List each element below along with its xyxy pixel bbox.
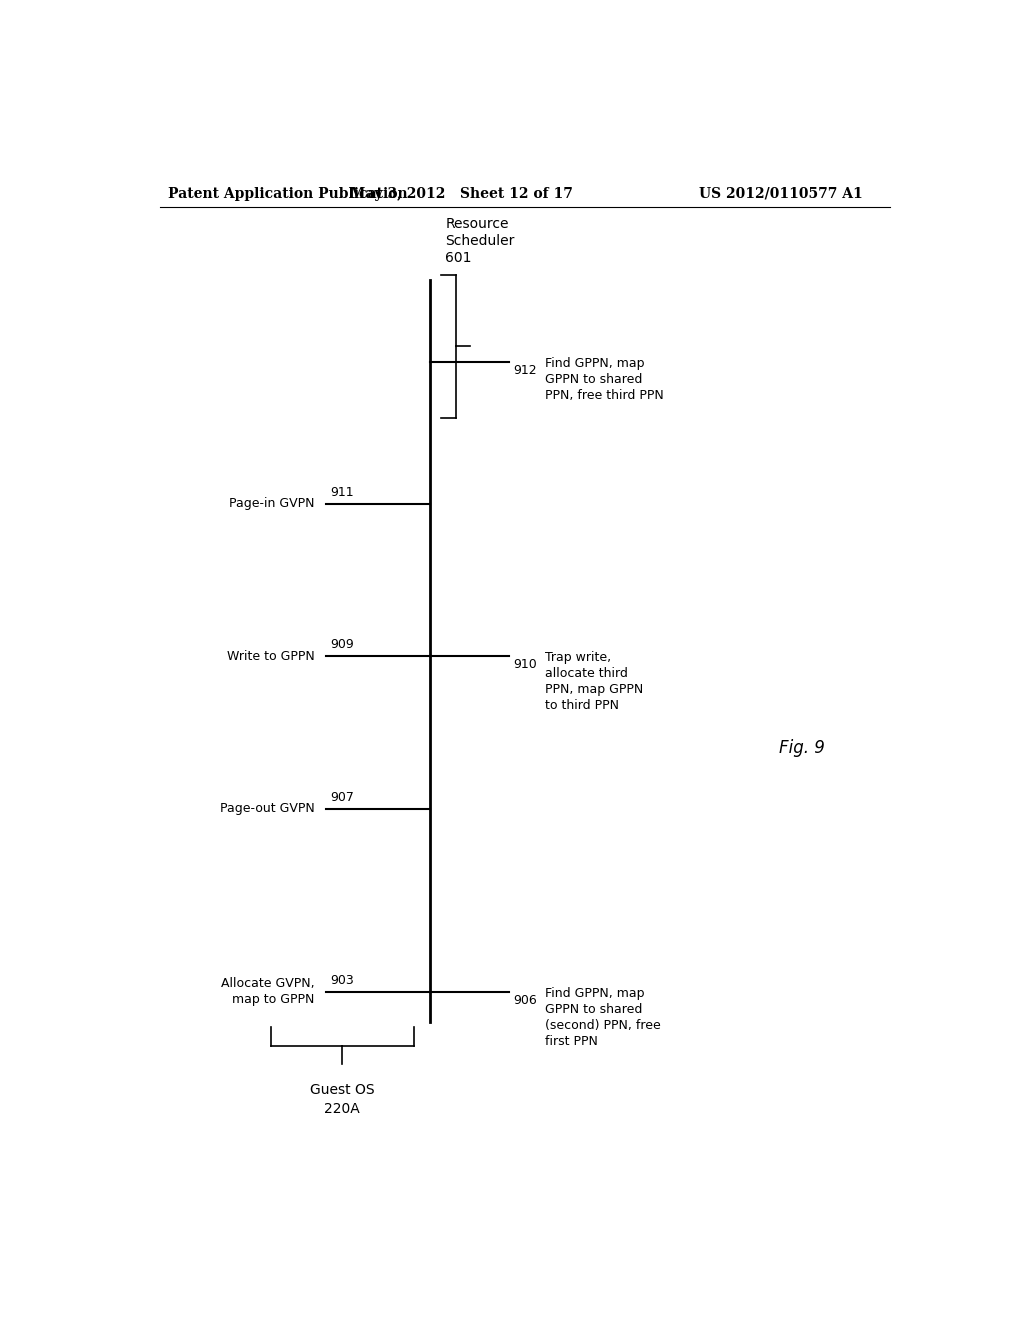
- Text: May 3, 2012   Sheet 12 of 17: May 3, 2012 Sheet 12 of 17: [350, 187, 572, 201]
- Text: 909: 909: [331, 639, 354, 651]
- Text: Guest OS
220A: Guest OS 220A: [310, 1084, 375, 1115]
- Text: 907: 907: [331, 791, 354, 804]
- Text: Fig. 9: Fig. 9: [778, 739, 824, 756]
- Text: 910: 910: [513, 659, 537, 672]
- Text: 906: 906: [513, 994, 537, 1007]
- Text: Resource
Scheduler
601: Resource Scheduler 601: [445, 216, 515, 265]
- Text: Page-out GVPN: Page-out GVPN: [220, 803, 314, 816]
- Text: US 2012/0110577 A1: US 2012/0110577 A1: [699, 187, 863, 201]
- Text: 911: 911: [331, 486, 354, 499]
- Text: 912: 912: [513, 364, 537, 376]
- Text: Find GPPN, map
GPPN to shared
PPN, free third PPN: Find GPPN, map GPPN to shared PPN, free …: [545, 356, 664, 401]
- Text: Find GPPN, map
GPPN to shared
(second) PPN, free
first PPN: Find GPPN, map GPPN to shared (second) P…: [545, 987, 660, 1048]
- Text: Allocate GVPN,
map to GPPN: Allocate GVPN, map to GPPN: [221, 977, 314, 1006]
- Text: Page-in GVPN: Page-in GVPN: [229, 498, 314, 511]
- Text: Trap write,
allocate third
PPN, map GPPN
to third PPN: Trap write, allocate third PPN, map GPPN…: [545, 651, 643, 713]
- Text: Patent Application Publication: Patent Application Publication: [168, 187, 408, 201]
- Text: 903: 903: [331, 974, 354, 987]
- Text: Write to GPPN: Write to GPPN: [226, 649, 314, 663]
